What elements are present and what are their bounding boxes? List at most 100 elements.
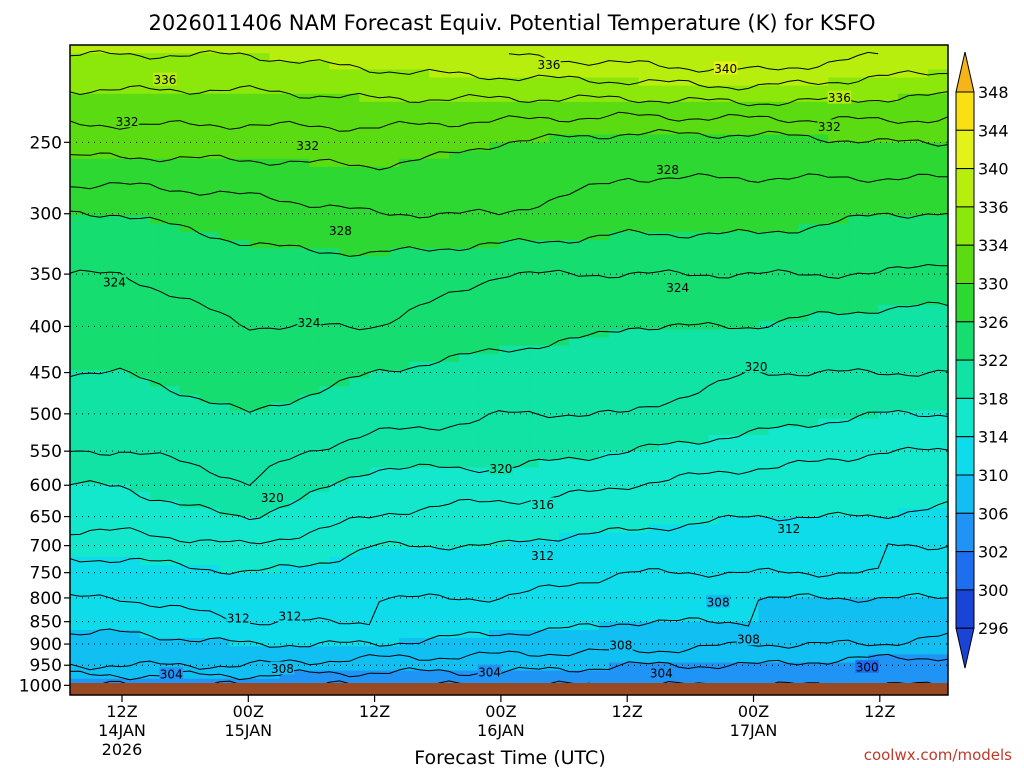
heatmap-cell: [798, 361, 809, 371]
heatmap-cell: [509, 410, 520, 420]
heatmap-cell: [439, 126, 450, 135]
heatmap-cell: [139, 45, 151, 54]
heatmap-cell: [618, 166, 630, 176]
heatmap-cell: [249, 296, 261, 306]
heatmap-cell: [229, 142, 241, 152]
heatmap-cell: [389, 183, 400, 192]
heatmap-cell: [658, 313, 670, 322]
heatmap-cell: [89, 305, 101, 314]
heatmap-cell: [758, 53, 770, 62]
heatmap-cell: [189, 175, 201, 184]
heatmap-cell: [638, 370, 650, 379]
heatmap-cell: [578, 394, 590, 404]
heatmap-cell: [309, 386, 321, 395]
heatmap-cell: [179, 207, 191, 217]
heatmap-cell: [818, 483, 829, 493]
heatmap-cell: [279, 223, 291, 233]
heatmap-cell: [349, 426, 360, 436]
heatmap-cell: [229, 53, 241, 62]
heatmap-cell: [618, 158, 630, 168]
heatmap-cell: [708, 45, 720, 54]
heatmap-cell: [469, 459, 480, 469]
heatmap-cell: [858, 264, 869, 274]
heatmap-cell: [698, 426, 710, 436]
heatmap-cell: [918, 231, 929, 241]
heatmap-cell: [668, 475, 680, 485]
heatmap-cell: [688, 175, 700, 184]
heatmap-cell: [419, 313, 430, 322]
heatmap-cell: [239, 93, 251, 103]
heatmap-cell: [898, 435, 909, 444]
heatmap-cell: [339, 256, 350, 265]
heatmap-cell: [249, 353, 261, 363]
heatmap-cell: [878, 272, 889, 282]
heatmap-cell: [638, 321, 650, 330]
heatmap-cell: [229, 45, 241, 54]
heatmap-cell: [528, 305, 540, 314]
heatmap-cell: [229, 280, 241, 290]
heatmap-cell: [718, 240, 730, 249]
heatmap-cell: [778, 443, 789, 452]
heatmap-cell: [489, 475, 500, 485]
heatmap-cell: [229, 199, 241, 209]
heatmap-cell: [79, 118, 91, 127]
heatmap-cell: [199, 491, 211, 501]
heatmap-cell: [119, 142, 131, 152]
heatmap-cell: [239, 459, 251, 469]
heatmap-cell: [578, 215, 590, 225]
heatmap-cell: [349, 207, 360, 217]
heatmap-cell: [89, 45, 101, 54]
heatmap-cell: [149, 459, 161, 469]
heatmap-cell: [419, 207, 430, 217]
heatmap-cell: [808, 256, 819, 265]
heatmap-cell: [159, 53, 171, 62]
heatmap-cell: [888, 394, 899, 404]
heatmap-cell: [289, 53, 301, 62]
heatmap-cell: [688, 85, 700, 95]
heatmap-cell: [718, 321, 730, 330]
heatmap-cell: [598, 345, 610, 355]
heatmap-cell: [718, 134, 730, 144]
heatmap-cell: [768, 280, 779, 290]
heatmap-cell: [279, 199, 291, 209]
heatmap-cell: [199, 483, 211, 493]
heatmap-cell: [748, 345, 760, 355]
heatmap-cell: [618, 183, 630, 192]
heatmap-cell: [788, 305, 799, 314]
heatmap-cell: [888, 280, 899, 290]
heatmap-cell: [469, 207, 480, 217]
heatmap-cell: [99, 53, 111, 62]
heatmap-cell: [938, 215, 948, 225]
heatmap-cell: [379, 402, 390, 412]
heatmap-cell: [688, 353, 700, 363]
heatmap-cell: [419, 264, 430, 274]
heatmap-cell: [209, 313, 221, 322]
heatmap-cell: [319, 467, 331, 477]
heatmap-cell: [319, 110, 331, 119]
heatmap-cell: [628, 223, 640, 233]
heatmap-cell: [169, 215, 181, 225]
heatmap-cell: [878, 475, 889, 485]
heatmap-cell: [858, 85, 869, 95]
heatmap-cell: [269, 264, 281, 274]
heatmap-cell: [279, 150, 291, 160]
heatmap-cell: [409, 272, 420, 282]
heatmap-cell: [908, 386, 919, 395]
heatmap-cell: [189, 215, 201, 225]
heatmap-cell: [199, 288, 211, 298]
heatmap-cell: [648, 69, 660, 79]
heatmap-cell: [329, 101, 340, 111]
heatmap-cell: [159, 215, 171, 225]
heatmap-cell: [79, 459, 91, 469]
heatmap-cell: [678, 313, 690, 322]
heatmap-cell: [548, 69, 560, 79]
heatmap-cell: [628, 443, 640, 452]
heatmap-cell: [339, 175, 350, 184]
heatmap-cell: [369, 93, 380, 103]
heatmap-cell: [499, 288, 510, 298]
heatmap-cell: [788, 418, 799, 428]
heatmap-cell: [329, 77, 340, 87]
heatmap-cell: [598, 361, 610, 371]
heatmap-cell: [319, 337, 331, 347]
heatmap-cell: [898, 256, 909, 265]
